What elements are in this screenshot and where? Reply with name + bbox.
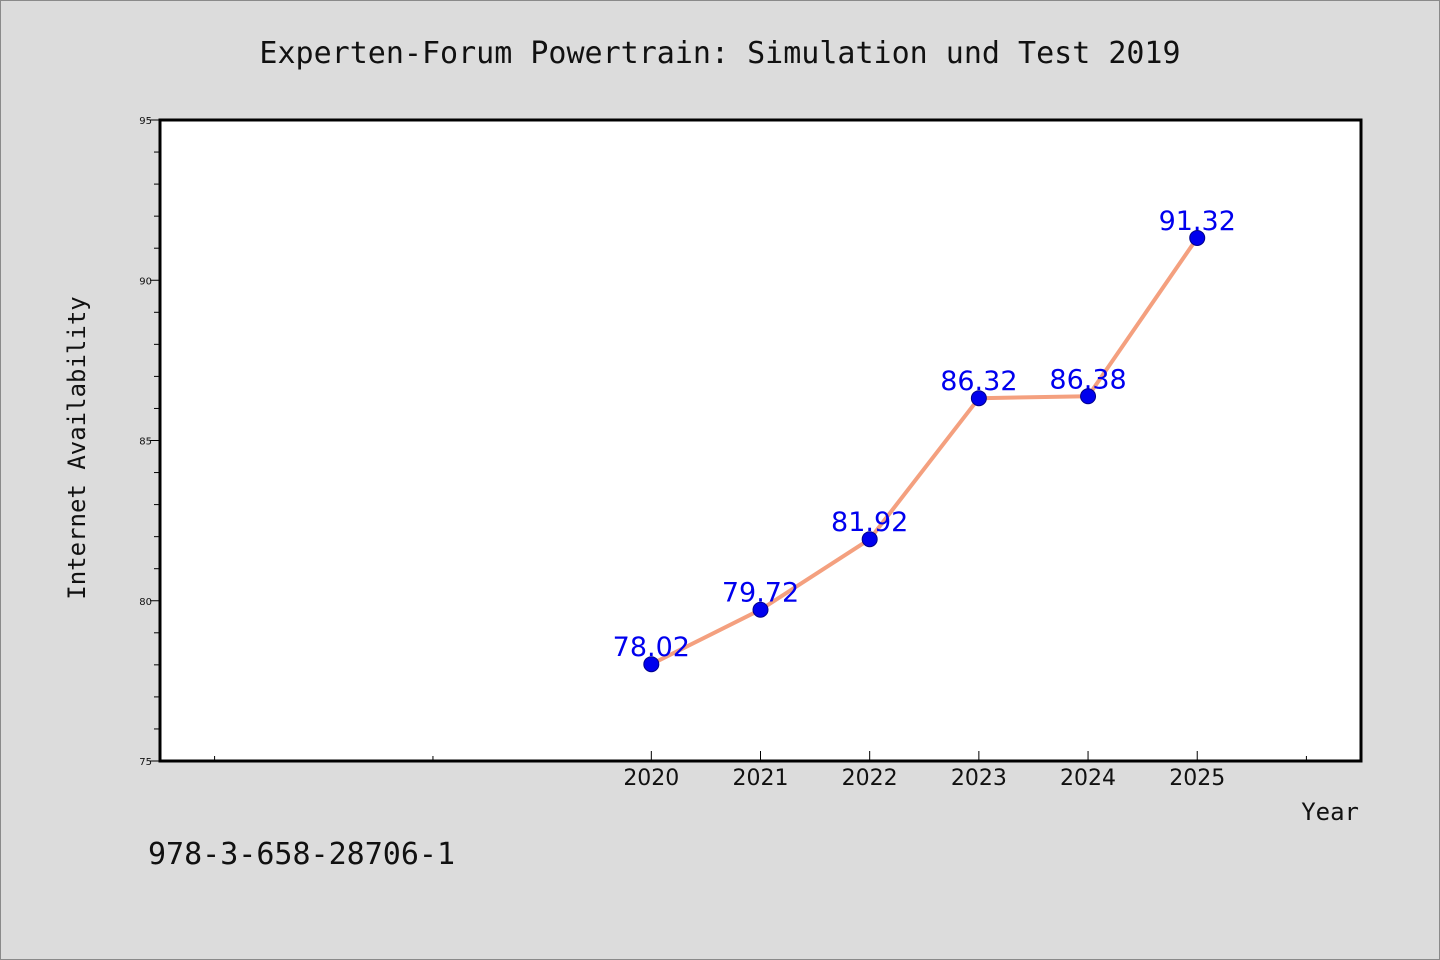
x-tick-label: 2020 xyxy=(623,766,679,791)
data-point xyxy=(1080,388,1097,405)
data-point xyxy=(1189,229,1206,246)
y-tick-label: 80 xyxy=(139,597,152,608)
data-label: 91.32 xyxy=(1159,206,1236,237)
isbn-footer: 978-3-658-28706-1 xyxy=(148,837,455,872)
data-label: 86.32 xyxy=(940,366,1017,397)
plot-area xyxy=(158,118,1363,763)
x-tick-label: 2025 xyxy=(1169,766,1225,791)
y-axis: 75 80 85 90 95 xyxy=(139,116,160,768)
data-label: 86.38 xyxy=(1049,364,1126,395)
data-point xyxy=(752,601,769,618)
data-label: 78.02 xyxy=(613,632,690,663)
x-tick-label: 2023 xyxy=(951,766,1007,791)
series-group: 78.02 79.72 81.92 86.32 86.38 91.32 xyxy=(613,206,1236,673)
x-axis: 2020 2021 2022 2023 2024 2025 xyxy=(214,751,1307,791)
y-tick-label: 90 xyxy=(139,276,152,287)
y-tick-label: 95 xyxy=(139,116,152,127)
y-tick-label: 85 xyxy=(139,437,152,448)
data-point xyxy=(643,656,660,673)
series-line xyxy=(649,235,1200,667)
data-label: 79.72 xyxy=(722,578,799,609)
chart-title: Experten-Forum Powertrain: Simulation un… xyxy=(259,36,1180,71)
data-point xyxy=(970,390,987,407)
data-point xyxy=(861,531,878,548)
y-tick-label: 75 xyxy=(139,757,152,768)
x-tick-label: 2022 xyxy=(842,766,898,791)
x-tick-label: 2024 xyxy=(1060,766,1116,791)
x-axis-label: Year xyxy=(1301,798,1359,826)
y-axis-label: Internet Availability xyxy=(63,296,91,599)
data-label: 81.92 xyxy=(831,507,908,538)
x-tick-label: 2021 xyxy=(733,766,789,791)
